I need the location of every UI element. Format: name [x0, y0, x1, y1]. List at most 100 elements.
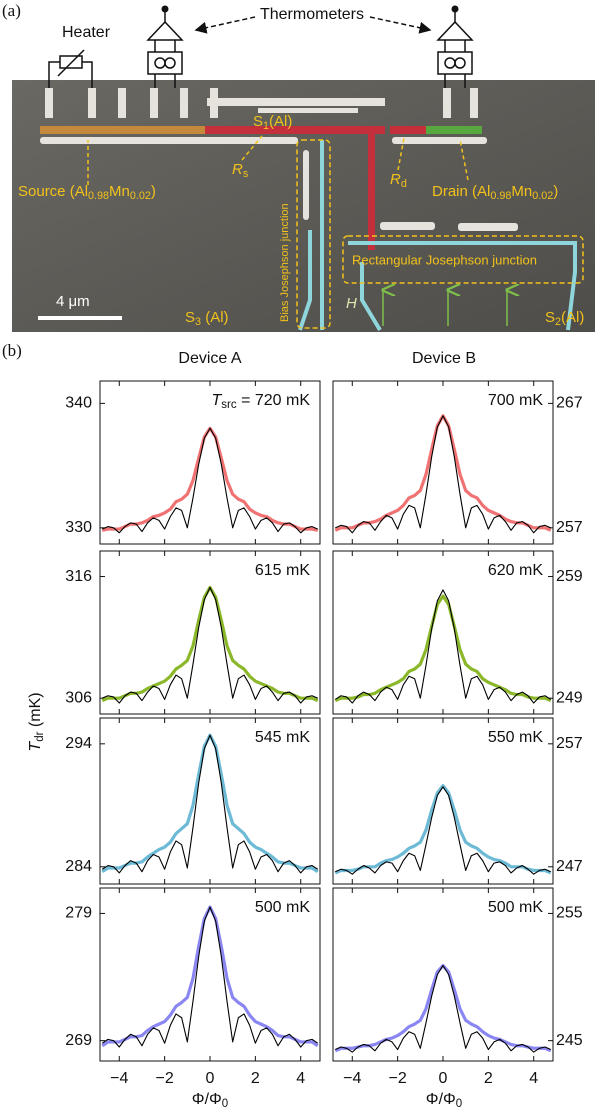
subscript: 0.02: [130, 190, 151, 202]
measured-line: [101, 733, 319, 874]
text-part: Mn: [109, 183, 130, 200]
theory-line: [101, 734, 319, 874]
x-tick-label: 2: [251, 1070, 260, 1087]
theory-line: [335, 786, 551, 875]
source-label: Source (Al0.98Mn0.02): [18, 183, 156, 202]
drain-resistor: [390, 126, 426, 134]
s3-label: S3 (Al): [185, 309, 229, 328]
theory-line: [334, 589, 552, 704]
text-part: Mn: [511, 183, 532, 200]
y-tick-label: 269: [65, 1032, 92, 1049]
schematic: [48, 10, 474, 88]
theory-line: [101, 906, 319, 1048]
subscript: dr: [34, 731, 46, 741]
x-tick-label: −2: [156, 1070, 174, 1087]
pointer-lines: [87, 135, 469, 185]
text-part: ): [553, 183, 558, 200]
subscript: 0.98: [490, 190, 511, 202]
text-part: R: [390, 171, 401, 188]
x-tick-label: 0: [206, 1070, 215, 1087]
subscript: 1: [263, 120, 269, 132]
text-part: (Al): [201, 309, 229, 326]
drain-label: Drain (Al0.98Mn0.02): [432, 183, 558, 202]
junction-boxes: [296, 139, 584, 329]
drain-electrode: [426, 126, 482, 134]
plot-frame: [99, 717, 321, 885]
text-part: T: [211, 392, 222, 409]
plot-frame: [99, 550, 321, 715]
x-tick-label: 0: [439, 1070, 448, 1087]
x-axis-label: Φ/Φ0: [426, 1091, 462, 1110]
y-tick-label: 245: [556, 1032, 583, 1049]
y-tick-label: 306: [65, 689, 92, 706]
plot-frame: [99, 887, 321, 1062]
theory-line: [102, 586, 318, 704]
measured-line: [101, 585, 319, 703]
subscript: 0: [222, 1098, 228, 1110]
thermometer-node: [451, 5, 459, 13]
subscript: s: [243, 168, 249, 180]
y-axis-label: Tdr (mK): [27, 692, 46, 751]
panel-label: (a): [2, 1, 21, 20]
annotation: Tsrc = 720 mK: [211, 392, 310, 411]
measured-line: [334, 784, 552, 875]
subscript: 0.98: [88, 190, 109, 202]
y-tick-label: 279: [65, 905, 92, 922]
x-tick-label: 4: [529, 1070, 538, 1087]
y-tick-label: 330: [65, 519, 92, 536]
s2-label: S2(Al): [545, 309, 584, 328]
rect-junction-label: Rectangular Josephson junction: [352, 252, 537, 267]
theory-line: [335, 415, 551, 534]
x-tick-label: −2: [389, 1070, 407, 1087]
micrograph: [12, 80, 595, 332]
annotation: 620 mK: [488, 562, 543, 579]
x-axis-label: Φ/Φ0: [192, 1091, 228, 1110]
subscript: 0.02: [532, 190, 553, 202]
annotation: 700 mK: [488, 392, 543, 409]
y-tick-label: 284: [65, 858, 92, 875]
text-part: (mK): [27, 692, 44, 731]
plot-frame: [99, 380, 321, 545]
y-tick-label: 247: [556, 858, 583, 875]
annotation: 500 mK: [488, 899, 543, 916]
text-part: = 720 mK: [237, 392, 311, 409]
subscript: 3: [195, 316, 201, 328]
measured-line: [334, 594, 552, 703]
superconducting-leads: [298, 140, 577, 332]
text-part: (Al): [561, 309, 584, 326]
subscript: src: [221, 399, 237, 411]
text-part: S: [185, 309, 195, 326]
text-part: Drain (Al: [432, 183, 490, 200]
text-part: S: [545, 309, 555, 326]
subscript: 0: [456, 1098, 462, 1110]
y-tick-label: 340: [65, 395, 92, 412]
scale-bar: [38, 316, 122, 320]
text-part: S: [253, 113, 263, 130]
panel-label: (b): [2, 341, 22, 360]
subscript: 2: [555, 316, 561, 328]
thermometers-label: Thermometers: [260, 6, 364, 23]
scale-label: 4 μm: [56, 293, 90, 310]
subscript: d: [401, 178, 407, 190]
plot-frame: [332, 717, 554, 885]
y-tick-label: 257: [556, 519, 583, 536]
text-part: R: [232, 161, 243, 178]
y-tick-label: 257: [556, 735, 583, 752]
theory-line: [102, 427, 318, 534]
plot-frame: [332, 887, 554, 1062]
x-tick-label: 2: [484, 1070, 493, 1087]
x-tick-label: 4: [296, 1070, 305, 1087]
theory-line: [335, 965, 551, 1053]
s1-label: S1(Al): [253, 113, 292, 132]
measured-line: [101, 426, 319, 532]
heater-label: Heater: [62, 24, 111, 41]
x-tick-label: −4: [110, 1070, 128, 1087]
text-part: (Al): [269, 113, 292, 130]
source-electrode: [40, 126, 205, 134]
text-part: T: [27, 741, 44, 752]
measured-line: [334, 964, 552, 1053]
text-part: Φ/Φ: [192, 1091, 222, 1108]
s1-electrode: [205, 126, 385, 134]
